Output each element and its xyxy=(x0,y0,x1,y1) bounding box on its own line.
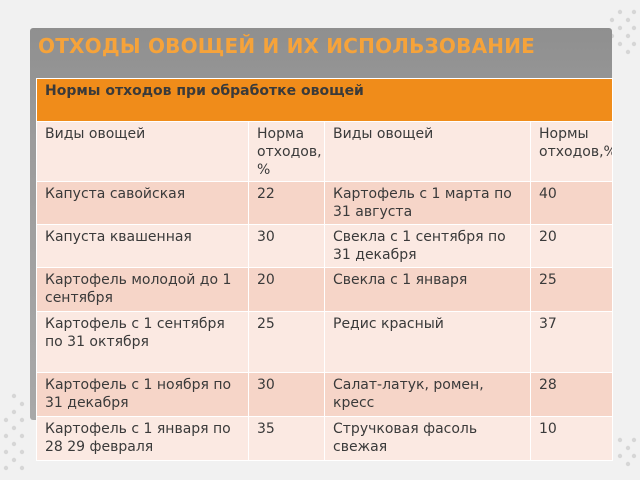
waste-percent-cell: 25 xyxy=(248,311,325,373)
vegetable-name-cell: Картофель с 1 сентября по 31 октября xyxy=(36,311,249,373)
table-header-row: Виды овощей Норма отходов, % Виды овощей… xyxy=(36,121,613,182)
table-row: Картофель с 1 января по 28 29 февраля 35… xyxy=(36,416,613,461)
table-caption-row: Нормы отходов при обработке овощей xyxy=(36,78,613,122)
column-header-waste-norm-2: Нормы отходов,% xyxy=(530,121,613,182)
waste-percent-cell: 20 xyxy=(530,224,613,268)
vegetable-name-cell: Капуста савойская xyxy=(36,181,249,225)
column-header-waste-norm: Норма отходов, % xyxy=(248,121,325,182)
vegetable-name-cell: Салат-латук, ромен, кресс xyxy=(324,372,531,417)
vegetable-name-cell: Свекла с 1 сентября по 31 декабря xyxy=(324,224,531,268)
vegetable-name-cell: Стручковая фасоль свежая xyxy=(324,416,531,461)
vegetable-name-cell: Картофель с 1 ноября по 31 декабря xyxy=(36,372,249,417)
waste-percent-cell: 22 xyxy=(248,181,325,225)
waste-percent-cell: 35 xyxy=(248,416,325,461)
waste-percent-cell: 10 xyxy=(530,416,613,461)
waste-percent-cell: 40 xyxy=(530,181,613,225)
table-caption: Нормы отходов при обработке овощей xyxy=(36,78,613,122)
waste-percent-cell: 28 xyxy=(530,372,613,417)
waste-percent-cell: 25 xyxy=(530,267,613,312)
column-header-vegetable-type-2: Виды овощей xyxy=(324,121,531,182)
vegetable-name-cell: Капуста квашенная xyxy=(36,224,249,268)
vegetable-waste-norms-table: Нормы отходов при обработке овощей Виды … xyxy=(36,78,613,461)
waste-percent-cell: 37 xyxy=(530,311,613,373)
table-row: Капуста квашенная 30 Свекла с 1 сентября… xyxy=(36,224,613,268)
slide-title: ОТХОДЫ ОВОЩЕЙ И ИХ ИСПОЛЬЗОВАНИЕ xyxy=(38,34,535,58)
table-row: Картофель молодой до 1 сентября 20 Свекл… xyxy=(36,267,613,312)
table-row: Картофель с 1 сентября по 31 октября 25 … xyxy=(36,311,613,373)
vegetable-name-cell: Редис красный xyxy=(324,311,531,373)
vegetable-name-cell: Картофель с 1 января по 28 29 февраля xyxy=(36,416,249,461)
table-row: Капуста савойская 22 Картофель с 1 марта… xyxy=(36,181,613,225)
vegetable-name-cell: Картофель молодой до 1 сентября xyxy=(36,267,249,312)
table-row: Картофель с 1 ноября по 31 декабря 30 Са… xyxy=(36,372,613,417)
waste-percent-cell: 20 xyxy=(248,267,325,312)
column-header-vegetable-type: Виды овощей xyxy=(36,121,249,182)
waste-percent-cell: 30 xyxy=(248,224,325,268)
waste-percent-cell: 30 xyxy=(248,372,325,417)
vegetable-name-cell: Картофель с 1 марта по 31 августа xyxy=(324,181,531,225)
vegetable-name-cell: Свекла с 1 января xyxy=(324,267,531,312)
